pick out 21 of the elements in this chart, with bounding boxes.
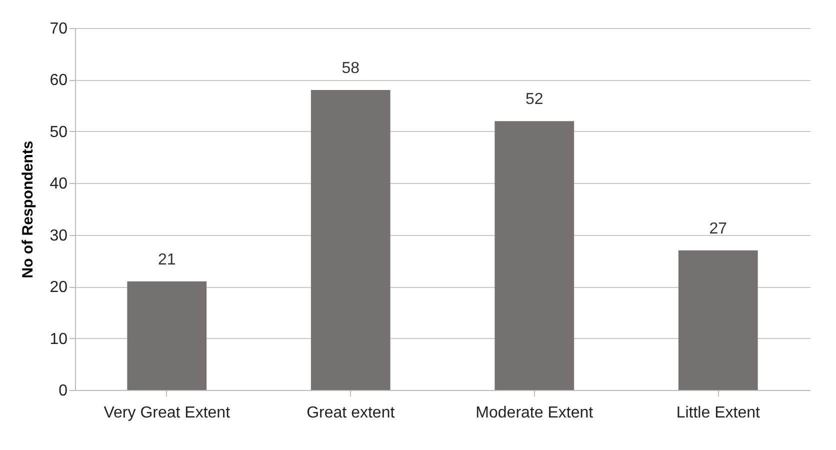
data-label: 52: [525, 91, 544, 108]
x-tick-label: Very Great Extent: [104, 404, 231, 422]
y-axis-title: No of Respondents: [20, 140, 37, 278]
y-tick-label: 10: [50, 330, 68, 348]
y-tick-label: 20: [50, 279, 68, 296]
bar: [127, 281, 207, 390]
y-tick-label: 70: [50, 20, 68, 38]
y-tick-label: 50: [50, 124, 68, 141]
y-tick-label: 30: [50, 227, 68, 244]
bar: [310, 90, 390, 390]
y-tick-label: 60: [50, 72, 68, 90]
bar: [678, 250, 758, 390]
x-tick-label: Little Extent: [676, 404, 760, 422]
data-label: 21: [158, 251, 176, 268]
bar: [494, 121, 574, 390]
y-tick-label: 40: [50, 176, 68, 193]
data-label: 58: [342, 60, 360, 78]
data-label: 27: [709, 220, 728, 238]
y-tick-label: 0: [58, 382, 68, 400]
x-tick-label: Moderate Extent: [476, 404, 594, 422]
x-tick-label: Great extent: [306, 404, 396, 422]
